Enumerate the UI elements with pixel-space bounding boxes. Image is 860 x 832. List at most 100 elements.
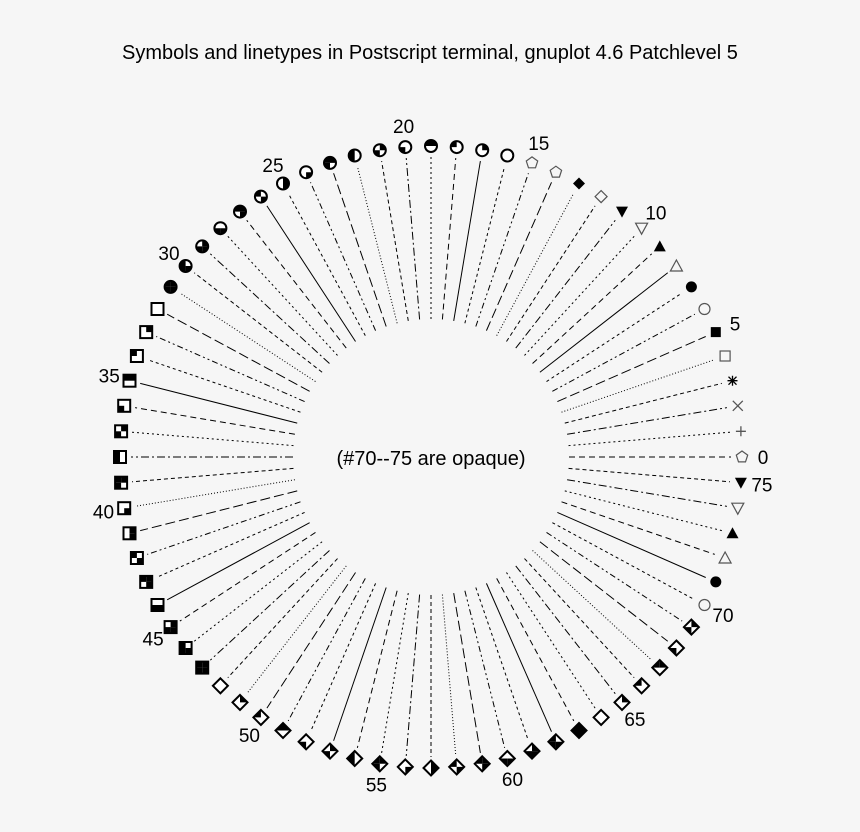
symbol-75 [734, 477, 747, 489]
symbol-24 [299, 165, 314, 180]
symbol-45 [163, 620, 178, 635]
ray-67 [532, 550, 653, 661]
symbol-62 [546, 732, 565, 751]
symbol-74 [730, 502, 745, 516]
symbol-56 [396, 757, 415, 776]
ray-53 [333, 587, 387, 741]
ray-26 [266, 205, 356, 342]
symbol-10 [634, 222, 649, 236]
index-label-25: 25 [262, 156, 283, 177]
ray-74 [567, 479, 727, 507]
symbol-43 [139, 574, 154, 589]
symbol-37 [114, 424, 129, 439]
index-label-0: 0 [758, 448, 769, 469]
symbol-48 [211, 676, 230, 695]
ray-34 [147, 359, 301, 413]
ray-group [131, 157, 731, 757]
ray-3 [564, 382, 722, 424]
center-note: (#70--75 are opaque) [336, 448, 525, 470]
ray-43 [156, 511, 305, 578]
symbol-35 [122, 373, 137, 388]
symbol-63 [570, 721, 588, 740]
symbol-33 [139, 325, 154, 340]
symbol-17 [475, 143, 490, 158]
symbol-67 [650, 658, 669, 677]
ray-1 [568, 431, 731, 447]
index-label-30: 30 [158, 244, 179, 265]
symbol-9 [653, 240, 666, 252]
ray-69 [546, 532, 683, 622]
ray-39 [131, 467, 294, 483]
symbol-50 [251, 708, 270, 727]
ray-28 [227, 235, 338, 356]
symbol-57 [422, 759, 440, 777]
ray-14 [485, 182, 552, 331]
ray-5 [557, 336, 706, 403]
symbol-42 [129, 551, 144, 565]
ray-13 [496, 192, 575, 336]
ray-44 [166, 522, 310, 601]
ray-41 [140, 490, 298, 532]
index-label-group: 0 5 10 15 20 25 30 35 40 45 50 55 60 65 70 75 [93, 117, 773, 796]
ray-32 [166, 313, 310, 392]
symbol-19 [424, 139, 438, 153]
symbol-20 [398, 140, 413, 155]
ray-22 [356, 166, 398, 324]
symbol-55 [370, 754, 389, 773]
index-label-10: 10 [645, 204, 666, 225]
symbol-18 [449, 140, 464, 155]
symbol-6 [698, 302, 711, 316]
symbol-27 [233, 204, 247, 219]
ray-30 [193, 272, 323, 373]
ray-63 [496, 578, 575, 722]
index-label-35: 35 [99, 367, 120, 388]
symbol-59 [473, 754, 492, 773]
symbol-61 [523, 742, 541, 761]
ray-18 [441, 157, 457, 320]
symbol-40 [117, 501, 132, 516]
symbol-15 [525, 156, 539, 169]
symbol-60 [498, 749, 517, 768]
ray-48 [227, 558, 338, 679]
ray-62 [485, 583, 552, 732]
symbol-13 [573, 177, 585, 190]
symbol-30 [178, 259, 193, 273]
symbol-29 [195, 239, 210, 254]
symbol-14 [549, 165, 563, 178]
symbol-26 [253, 189, 268, 204]
symbol-54 [345, 749, 364, 768]
index-label-65: 65 [624, 710, 645, 731]
ray-73 [564, 490, 722, 532]
ray-17 [453, 161, 481, 321]
symbol-46 [178, 641, 193, 655]
symbol-49 [231, 693, 249, 712]
ray-72 [561, 501, 715, 555]
ray-37 [131, 431, 294, 447]
ray-59 [453, 593, 481, 753]
symbol-70 [698, 598, 711, 612]
symbol-11 [616, 206, 628, 218]
ray-36 [135, 407, 295, 435]
symbol-52 [297, 732, 316, 751]
symbol-21 [372, 143, 387, 158]
ray-56 [405, 594, 421, 757]
ray-64 [506, 572, 596, 709]
ray-47 [209, 550, 330, 661]
symbol-47 [195, 660, 210, 675]
symbol-32 [150, 302, 165, 316]
ray-20 [405, 157, 421, 320]
ray-8 [539, 272, 669, 373]
figure-title: Symbols and linetypes in Postscript term… [122, 42, 738, 64]
index-label-75: 75 [751, 475, 772, 496]
ray-15 [475, 173, 529, 327]
symbol-39 [114, 475, 129, 490]
index-label-15: 15 [528, 134, 549, 155]
ray-10 [524, 235, 635, 356]
ray-23 [333, 173, 387, 327]
symbol-34 [129, 349, 144, 363]
symbol-28 [213, 221, 228, 236]
ray-68 [539, 541, 669, 642]
index-label-40: 40 [93, 503, 114, 524]
index-label-70: 70 [712, 606, 733, 627]
